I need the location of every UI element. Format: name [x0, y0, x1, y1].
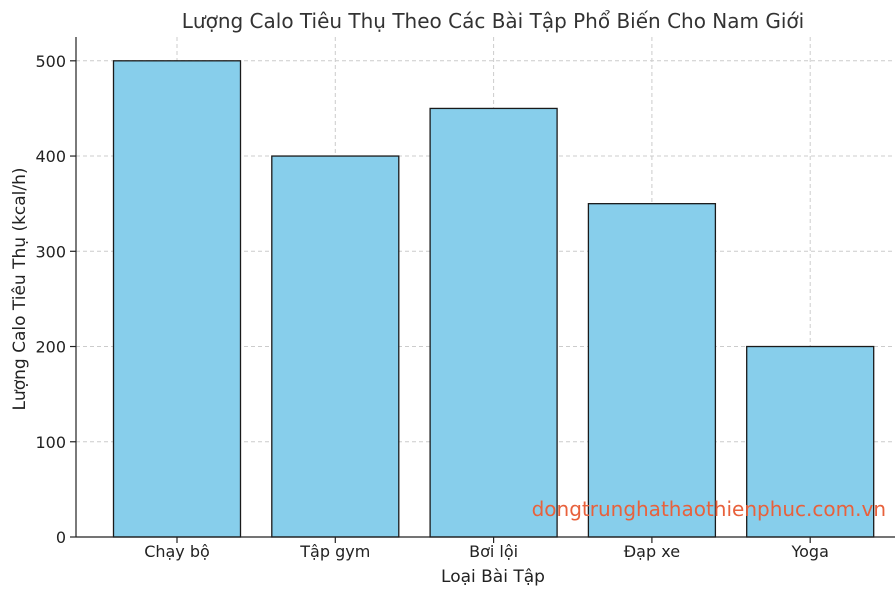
y-axis-label: Lượng Calo Tiêu Thụ (kcal/h): [10, 167, 30, 410]
axes: [75, 37, 895, 538]
bar-4: [587, 203, 717, 538]
y-tick-label: 0: [56, 528, 66, 547]
chart-title: Lượng Calo Tiêu Thụ Theo Các Bài Tập Phổ…: [182, 9, 804, 33]
y-tick-label: 200: [35, 338, 66, 357]
bar-2: [271, 155, 400, 538]
x-tick-label: Đạp xe: [624, 542, 680, 561]
y-tick-label: 100: [35, 433, 66, 452]
x-tick-label: Tập gym: [299, 542, 370, 561]
y-tick-label: 500: [35, 52, 66, 71]
bar-5: [746, 345, 875, 538]
x-tick-label: Yoga: [790, 542, 828, 561]
y-tick-label: 400: [35, 147, 66, 166]
watermark-text: dongtrunghathaothienphuc.com.vn: [532, 497, 886, 521]
bar-3: [429, 107, 558, 538]
x-ticks: Chạy bộ Tập gym Bơi lội Đạp xe Yoga: [144, 537, 829, 561]
x-tick-label: Chạy bộ: [144, 542, 210, 561]
bar-1: [112, 60, 242, 538]
y-ticks: 0 100 200 300 400 500: [35, 52, 76, 547]
x-tick-label: Bơi lội: [469, 542, 518, 561]
bars: [112, 60, 875, 538]
x-axis-label: Loại Bài Tập: [441, 567, 545, 587]
y-tick-label: 300: [35, 242, 66, 261]
